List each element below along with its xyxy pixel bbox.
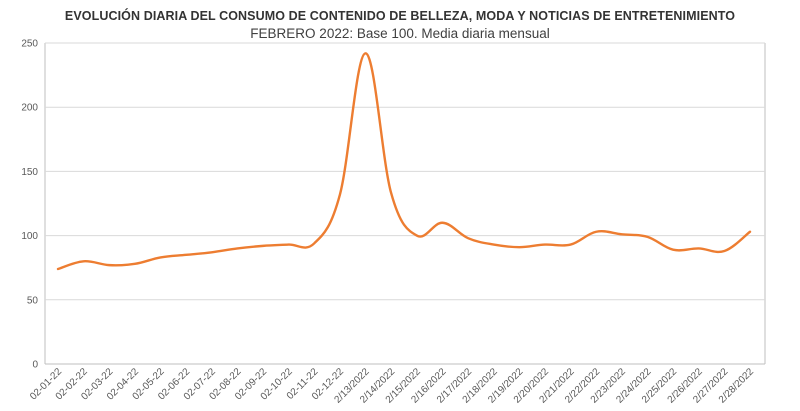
chart-title: EVOLUCIÓN DIARIA DEL CONSUMO DE CONTENID… (64, 9, 736, 23)
y-tick-label-100: 100 (21, 231, 38, 242)
x-axis-ticks: 02-01-2202-02-2202-03-2202-04-2202-05-22… (28, 366, 756, 406)
series-group (56, 52, 752, 271)
y-tick-label-50: 50 (27, 295, 39, 306)
y-axis-ticks: 0 50 100 150 200 250 (21, 39, 38, 371)
gridlines (44, 42, 766, 365)
chart-subtitle: FEBRERO 2022: Base 100. Media diaria men… (250, 26, 550, 41)
y-tick-label-250: 250 (21, 39, 38, 50)
y-tick-label-0: 0 (32, 360, 38, 371)
series-line (56, 52, 752, 271)
y-tick-label-200: 200 (21, 103, 38, 114)
y-tick-label-150: 150 (21, 167, 38, 178)
